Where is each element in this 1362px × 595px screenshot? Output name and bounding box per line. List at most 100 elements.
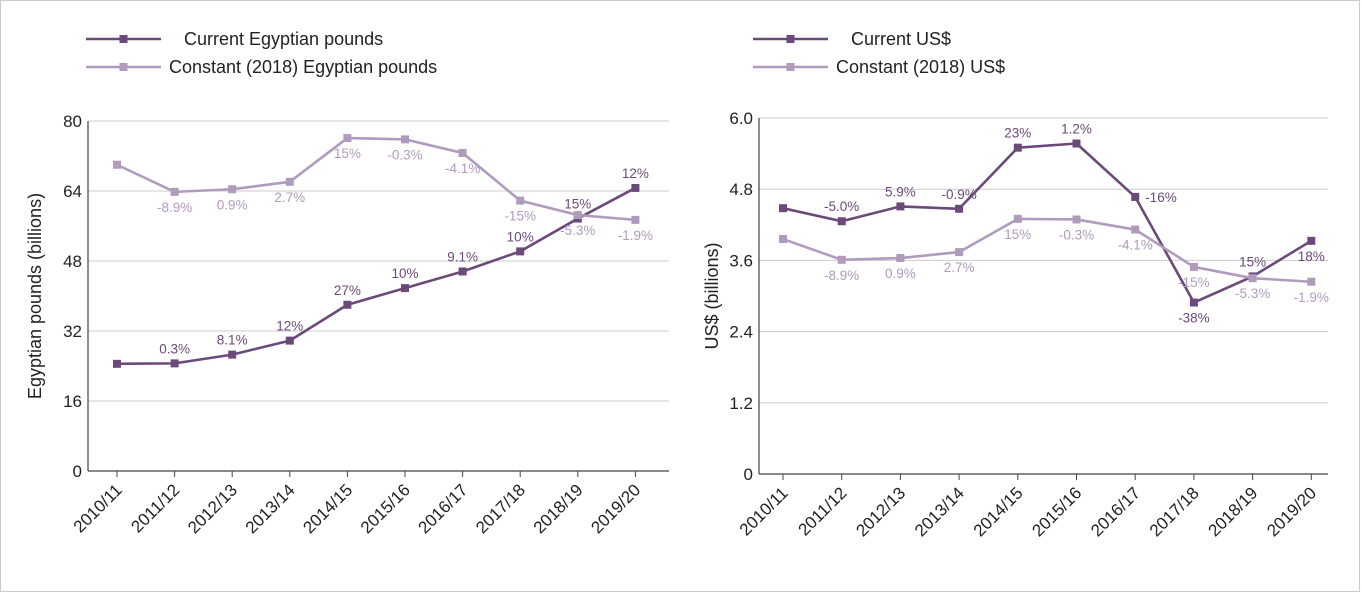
data-label: 0.9% <box>217 197 248 212</box>
data-label: -38% <box>1178 311 1210 326</box>
y-tick-label: 3.6 <box>729 251 753 270</box>
data-point <box>401 135 409 144</box>
x-tick-label: 2014/15 <box>970 483 1027 540</box>
data-point <box>170 359 179 368</box>
data-point <box>401 284 409 293</box>
data-label: -0.3% <box>387 147 422 162</box>
x-tick-label: 2010/11 <box>736 483 792 539</box>
series-constant: -8.9% 0.9% 2.7% 15% -0.3% -4.1% -15% -5.3% -1.9%… <box>86 57 653 243</box>
data-point <box>1189 298 1198 307</box>
data-point <box>779 204 787 213</box>
x-tick-label: 2014/15 <box>299 480 356 537</box>
y-tick-label: 32 <box>63 322 82 341</box>
y-axis-title: Egyptian pounds (billions) <box>25 193 45 399</box>
series-line <box>782 217 1312 284</box>
x-tick-label: 2017/18 <box>472 480 529 537</box>
data-label: 23% <box>1004 126 1031 141</box>
data-point <box>955 204 964 213</box>
data-label: -5.0% <box>824 199 859 214</box>
data-label: -0.3% <box>1059 227 1094 242</box>
data-label: 15% <box>1004 227 1031 242</box>
data-label: 5.9% <box>885 184 916 199</box>
data-label: 15% <box>334 146 361 161</box>
data-point <box>631 215 640 224</box>
data-point <box>1131 225 1140 234</box>
y-tick-label: 6.0 <box>729 109 753 128</box>
x-tick-label: 2013/14 <box>242 480 299 537</box>
x-tick-label: 2011/12 <box>127 480 183 536</box>
data-label: -4.1% <box>1118 238 1153 253</box>
data-point <box>228 185 237 194</box>
data-point <box>458 267 467 276</box>
data-label: 9.1% <box>447 250 478 265</box>
data-point <box>1013 214 1022 223</box>
data-label: 8.1% <box>217 333 248 348</box>
data-point <box>516 196 525 205</box>
legend-marker <box>786 35 795 43</box>
x-tick-label: 2016/17 <box>415 480 472 537</box>
x-tick-label: 2013/14 <box>911 483 968 540</box>
data-point <box>458 148 467 157</box>
legend-marker <box>119 63 128 71</box>
x-tick-label: 2017/18 <box>1146 483 1203 540</box>
data-point <box>837 255 846 264</box>
series-current: 0.3% 8.1% 12% 27% 10% 9.1% 10% 15% 12% Current Eg… <box>86 29 649 368</box>
data-point <box>285 336 294 345</box>
data-label: -15% <box>1178 275 1210 290</box>
data-label: 2.7% <box>944 260 975 275</box>
data-point <box>837 217 846 226</box>
data-label: -5.3% <box>560 223 595 238</box>
x-tick-label: 2010/11 <box>70 480 126 536</box>
x-tick-label: 2015/16 <box>1028 483 1085 540</box>
data-point <box>955 248 964 257</box>
data-label: -0.9% <box>941 187 976 202</box>
data-point <box>1013 143 1022 152</box>
x-tick-label: 2012/13 <box>184 480 241 537</box>
data-label: 18% <box>1298 249 1325 264</box>
y-tick-label: 64 <box>63 182 82 201</box>
series-current: -5.0% 5.9% -0.9% 23% 1.2% -16% -38% 15% 18% Curre… <box>753 29 1325 326</box>
data-point <box>343 300 352 309</box>
data-point <box>1131 192 1140 201</box>
x-tick-label: 2018/19 <box>1205 483 1262 540</box>
legend-marker <box>786 63 795 71</box>
legend-label: Constant (2018) US$ <box>836 57 1005 77</box>
series-line <box>116 136 636 222</box>
data-label: 12% <box>276 319 303 334</box>
data-label: 0.9% <box>885 266 916 281</box>
data-point <box>896 254 905 263</box>
data-point <box>113 359 121 368</box>
legend-label: Current Egyptian pounds <box>184 29 383 49</box>
data-point <box>1072 139 1081 148</box>
data-label: -8.9% <box>157 200 192 215</box>
y-tick-label: 16 <box>63 392 82 411</box>
series-line <box>782 142 1312 304</box>
y-axis-title: US$ (billions) <box>702 242 722 349</box>
data-label: 10% <box>507 229 534 244</box>
data-label: -16% <box>1145 190 1177 205</box>
x-tick-label: 2011/12 <box>795 483 851 539</box>
data-point <box>343 134 352 143</box>
data-label: -1.9% <box>618 228 653 243</box>
data-label: 15% <box>564 197 591 212</box>
data-point <box>1072 215 1081 224</box>
x-tick-label: 2019/20 <box>1263 483 1320 540</box>
data-label: 0.3% <box>159 341 190 356</box>
data-point <box>285 177 294 186</box>
data-point <box>1307 277 1316 286</box>
data-point <box>170 187 179 196</box>
x-tick-label: 2012/13 <box>852 483 909 540</box>
y-tick-label: 0 <box>744 465 753 484</box>
x-tick-label: 2015/16 <box>357 480 414 537</box>
data-label: 27% <box>334 283 361 298</box>
y-tick-label: 4.8 <box>729 180 753 199</box>
x-tick-label: 2016/17 <box>1087 483 1144 540</box>
legend-marker <box>119 35 128 43</box>
data-label: -15% <box>504 209 536 224</box>
data-label: 10% <box>391 266 418 281</box>
y-tick-label: 2.4 <box>729 323 753 342</box>
